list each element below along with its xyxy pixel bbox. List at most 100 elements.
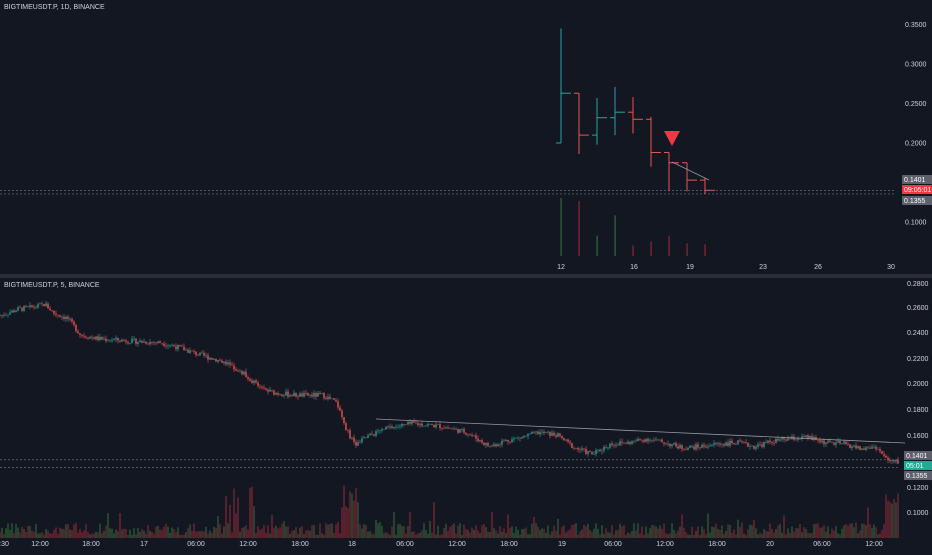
volume-bar: [493, 527, 495, 538]
volume-bar: [177, 527, 179, 538]
candle-body: [439, 424, 441, 429]
volume-bar: [347, 508, 349, 538]
candle-body: [489, 445, 491, 447]
volume-bar: [867, 507, 869, 538]
volume-bar: [553, 525, 555, 538]
candle-body: [469, 434, 471, 435]
candle-body: [0, 315, 1, 317]
ohlc-bar: [646, 116, 661, 167]
candle-body: [715, 443, 717, 445]
volume-bar: [643, 534, 645, 538]
candle-body: [729, 440, 731, 446]
candle-body: [591, 451, 593, 455]
volume-bar: [753, 519, 755, 538]
candle-body: [255, 380, 257, 383]
daily-chart[interactable]: 0.3500 0.3000 0.2500 0.2000 0.1000 0.1401 09:0…: [0, 0, 932, 274]
volume-bar: [283, 521, 285, 538]
volume-bar: [219, 524, 221, 538]
candle-body: [279, 394, 281, 396]
candle-body: [135, 338, 137, 344]
volume-bar: [201, 530, 203, 538]
intraday-chart-pane[interactable]: 0.2800 0.2600 0.2400 0.2200 0.2000 0.1800 0.16…: [0, 278, 932, 550]
volume-bar: [651, 525, 653, 538]
ohlc-bar: [556, 28, 571, 144]
volume-bar: [763, 528, 765, 538]
candle-body: [839, 441, 841, 444]
daily-chart-pane[interactable]: 0.3500 0.3000 0.2500 0.2000 0.1000 0.1401 09:0…: [0, 0, 932, 274]
volume-bar: [149, 530, 151, 538]
volume-bar: [501, 531, 503, 538]
volume-bar: [665, 533, 667, 538]
volume-bar: [475, 525, 477, 538]
candle-body: [563, 438, 565, 441]
intraday-chart[interactable]: 0.2800 0.2600 0.2400 0.2200 0.2000 0.1800 0.16…: [0, 278, 932, 550]
volume-bar: [319, 523, 321, 538]
volume-bar: [801, 532, 803, 538]
candle-body: [21, 307, 23, 311]
volume-bar: [101, 533, 103, 538]
volume-bar: [771, 528, 773, 538]
candle-body: [447, 427, 449, 429]
volume-bar: [183, 534, 185, 538]
volume-bar: [53, 529, 55, 538]
candle-body: [789, 438, 791, 440]
candle-body: [221, 360, 223, 363]
intraday-time-tick: 06:00: [187, 541, 205, 548]
volume-bar: [861, 523, 863, 538]
candle-body: [521, 437, 523, 439]
candle-body: [639, 439, 641, 440]
volume-bar: [173, 528, 175, 538]
candle-body: [271, 389, 273, 391]
candle-body: [407, 421, 409, 425]
candle-body: [677, 446, 679, 449]
volume-bar: [865, 525, 867, 538]
candle-body: [199, 352, 201, 356]
candle-body: [61, 316, 63, 318]
intraday-price-tick: 0.1200: [907, 485, 929, 492]
volume-bar: [69, 529, 71, 538]
volume-bar: [389, 534, 391, 538]
candle-body: [773, 442, 775, 444]
candle-body: [383, 429, 385, 430]
candle-body: [841, 443, 843, 445]
candle-body: [785, 439, 787, 441]
candle-body: [501, 440, 503, 445]
candle-body: [645, 438, 647, 442]
pane-divider[interactable]: [0, 274, 932, 278]
candle-body: [163, 343, 165, 346]
candle-body: [797, 438, 799, 440]
candle-body: [637, 439, 639, 442]
volume-bar: [245, 525, 247, 538]
candle-body: [653, 439, 655, 441]
volume-bar: [135, 534, 137, 538]
volume-bar: [299, 527, 301, 538]
volume-bar: [171, 527, 173, 538]
candle-body: [43, 303, 45, 307]
volume-bar: [509, 527, 511, 538]
volume-bar: [229, 504, 231, 538]
volume-bar: [663, 523, 665, 538]
intraday-time-tick: 12:00: [239, 541, 257, 548]
volume-bar: [441, 534, 443, 538]
candle-body: [817, 440, 819, 441]
volume-bar: [363, 524, 365, 538]
candle-body: [503, 440, 505, 442]
volume-bar: [195, 531, 197, 538]
volume-bar: [421, 530, 423, 538]
candle-body: [661, 439, 663, 443]
candle-body: [727, 442, 729, 446]
candle-body: [805, 435, 807, 437]
candle-body: [849, 444, 851, 448]
volume-bar: [857, 533, 859, 538]
intraday-price-tick: 0.2800: [907, 281, 929, 288]
volume-bar: [605, 528, 607, 538]
candle-body: [63, 316, 65, 319]
candle-body: [401, 424, 403, 427]
candle-body: [379, 430, 381, 432]
candle-body: [159, 341, 161, 344]
candle-body: [703, 444, 705, 447]
candle-body: [143, 341, 145, 343]
volume-bar: [359, 524, 361, 538]
candle-body: [663, 442, 665, 444]
intraday-trendline: [375, 418, 906, 444]
